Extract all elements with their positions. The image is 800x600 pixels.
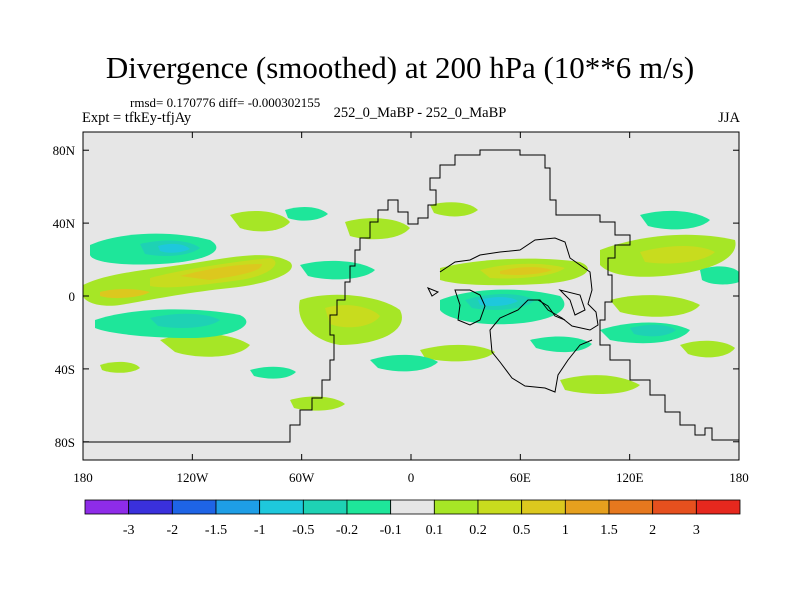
colorbar-label: 1 [562,523,569,538]
negative-divergence-fields [90,206,739,379]
lon-tick-label: 0 [408,470,415,485]
colorbar-swatch [521,499,566,515]
colorbar-label: 1.5 [600,523,618,538]
stats-label: rmsd= 0.170776 diff= -0.000302155 [130,95,321,110]
colorbar-swatch [302,499,348,515]
colorbar-swatch [608,499,654,515]
colorbar-label: -0.1 [380,523,402,538]
colorbar-swatch [84,499,130,515]
colorbar-swatch [433,499,479,515]
colorbar-swatch [346,499,392,515]
case-label: 252_0_MaBP - 252_0_MaBP [333,105,507,121]
colorbar-label: -3 [123,523,135,538]
colorbar-swatch [215,499,261,515]
colorbar-label: -2 [166,523,178,538]
colorbar-label: 0.2 [469,523,487,538]
colorbar-swatch [171,499,217,515]
colorbar-swatch [259,499,304,515]
lon-tick-label: 180 [729,470,749,485]
lat-tick-label: 40S [55,362,75,377]
divergence-contours [83,202,739,411]
lat-tick-label: 80N [53,143,76,158]
chart-title: Divergence (smoothed) at 200 hPa (10**6 … [105,50,695,85]
colorbar-label: -1 [254,523,266,538]
lat-tick-label: 40N [53,216,76,231]
colorbar-label: 2 [649,523,656,538]
colorbar-label: -0.5 [292,523,314,538]
latitude-axis: 80N 40N 0 40S 80S [53,143,739,450]
colorbar-label: -1.5 [205,523,227,538]
longitude-axis: 180 120W 60W 0 60E 120E 180 [73,132,749,485]
colorbar-swatch [390,499,435,515]
lon-tick-label: 180 [73,470,93,485]
colorbar-swatch [564,499,610,515]
lon-tick-label: 60E [510,470,531,485]
lon-tick-label: 120W [176,470,209,485]
lat-tick-label: 0 [69,289,76,304]
lon-tick-label: 60W [289,470,315,485]
colorbar-label: -0.2 [336,523,358,538]
map-background [83,132,739,460]
colorbar-label: 0.5 [513,523,531,538]
colorbar-label: 3 [693,523,700,538]
experiment-label: Expt = tfkEy-tfjAy [82,110,192,126]
lat-tick-label: 80S [55,435,75,450]
colorbar: -3 -2 -1.5 -1 -0.5 -0.2 -0.1 0.1 0.2 0.5 1 1.5 2 3 [84,499,741,538]
colorbar-label: 0.1 [426,523,444,538]
coastline-outline [83,149,739,443]
positive-divergence-fields [83,202,736,411]
colorbar-swatch [477,499,523,515]
season-label: JJA [718,110,740,126]
colorbar-swatch [652,499,697,515]
colorbar-swatch [128,499,173,515]
colorbar-swatch [695,499,741,515]
lon-tick-label: 120E [616,470,644,485]
